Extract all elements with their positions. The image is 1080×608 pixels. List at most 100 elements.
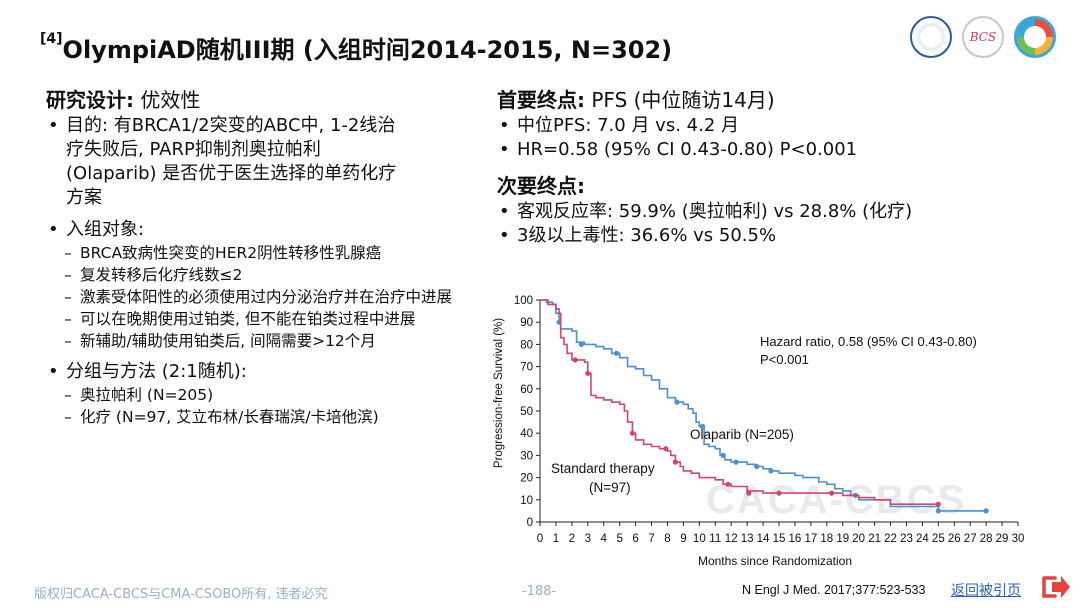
x-tick-label: 17 [804,533,817,545]
chart-series [540,299,989,514]
copyright-notice: 版权归CACA-CBCS与CMA-CSOBO所有, 违者必究 [34,587,328,602]
x-tick-label: 24 [916,533,929,545]
standard-therapy-censor-mark [935,501,941,507]
x-tick-label: 2 [569,533,575,545]
y-tick-label: 70 [520,362,533,374]
x-tick-label: 9 [680,533,686,545]
secondary-endpoint-heading: 次要终点: [497,174,585,198]
y-tick-label: 30 [520,450,533,462]
standard-series-label-n: (N=97) [589,480,631,495]
x-tick-label: 29 [996,533,1009,545]
x-tick-label: 7 [648,533,654,545]
y-tick-label: 40 [520,428,533,440]
y-tick-label: 80 [520,339,533,351]
olaparib-censor-mark [578,341,584,347]
y-tick-label: 100 [514,295,533,307]
population-bullet: 入组对象: [46,218,486,242]
slide-title: [4]OlympiAD随机III期 (入组时间2014-2015, N=302) [40,30,672,65]
population-item: BRCA致病性突变的HER2阴性转移性乳腺癌 [46,242,486,264]
x-axis-label: Months since Randomization [698,554,852,568]
x-tick-label: 16 [789,533,802,545]
arms-bullet: 分组与方法 (2:1随机): [46,360,486,384]
x-tick-label: 21 [868,533,881,545]
study-design-column: 研究设计: 优效性 目的: 有BRCA1/2突变的ABC中, 1-2线治 疗失败… [46,86,486,428]
bcs-logo: BCS [962,16,1004,58]
standard-therapy-censor-mark [746,490,752,496]
olaparib-censor-mark [768,468,774,474]
x-tick-label: 23 [900,533,913,545]
csobo-logo [1014,16,1056,58]
population-item: 可以在晚期使用过铂类, 但不能在铂类过程中进展 [46,308,486,330]
x-tick-label: 3 [585,533,591,545]
primary-endpoint-item: HR=0.58 (95% CI 0.43-0.80) P<0.001 [497,138,1067,162]
population-item: 复发转移后化疗线数≤2 [46,264,486,286]
endpoints-column: 首要终点: PFS (中位随访14月) 中位PFS: 7.0 月 vs. 4.2… [497,86,1067,248]
x-tick-label: 14 [757,533,770,545]
x-tick-label: 11 [709,533,721,545]
olaparib-series-label: Olaparib (N=205) [690,427,794,442]
x-tick-label: 28 [980,533,993,545]
x-tick-label: 27 [964,533,977,545]
title-text: OlympiAD随机III期 (入组时间2014-2015, N=302) [62,36,673,64]
primary-endpoint-item: 中位PFS: 7.0 月 vs. 4.2 月 [497,114,1067,138]
primary-endpoint-heading: 首要终点: PFS (中位随访14月) [497,88,775,112]
population-item: 新辅助/辅助使用铂类后, 间隔需要>12个月 [46,330,486,352]
x-tick-label: 20 [852,533,865,545]
x-tick-label: 1 [553,533,559,545]
olaparib-censor-mark [699,423,706,430]
x-tick-label: 10 [693,533,706,545]
back-to-citing-page-link[interactable]: 返回被引页 [951,583,1021,599]
standard-therapy-censor-mark [672,459,678,465]
olaparib-censor-mark [733,459,739,465]
y-tick-label: 50 [520,406,533,418]
y-tick-label: 0 [527,517,533,529]
y-tick-label: 20 [520,473,533,485]
olaparib-censor-mark [754,463,760,470]
olaparib-censor-mark [674,399,680,405]
y-tick-label: 90 [520,317,533,329]
standard-therapy-curve [540,299,939,505]
objective-bullet: 目的: 有BRCA1/2突变的ABC中, 1-2线治 疗失败后, PARP抑制剂… [46,114,486,210]
standard-therapy-censor-mark [572,357,578,363]
arm-item: 奥拉帕利 (N=205) [46,384,486,406]
x-tick-label: 15 [773,533,786,545]
standard-series-label: Standard therapy [551,461,655,476]
x-tick-label: 4 [601,533,608,545]
association-seal-logo [910,16,952,58]
olaparib-censor-mark [720,452,726,458]
x-tick-label: 19 [836,533,849,545]
x-tick-label: 26 [948,533,961,545]
standard-therapy-censor-mark [585,370,591,376]
x-tick-label: 0 [537,533,543,545]
standard-therapy-censor-mark [629,430,635,436]
x-tick-label: 22 [884,533,897,545]
x-tick-label: 8 [664,533,670,545]
hazard-ratio-annotation: Hazard ratio, 0.58 (95% CI 0.43-0.80) [760,334,977,349]
back-arrow-icon[interactable] [1040,572,1072,602]
citation-reference: N Engl J Med. 2017;377:523-533 [742,583,926,597]
standard-therapy-censor-mark [663,446,669,452]
olaparib-censor-mark [935,508,941,514]
x-tick-label: 12 [725,533,738,545]
study-design-heading: 研究设计: 优效性 [46,88,201,112]
x-tick-label: 25 [932,533,945,545]
title-reference: [4] [40,31,63,47]
standard-therapy-censor-mark [776,490,782,496]
y-tick-label: 60 [520,384,533,396]
secondary-endpoint-item: 客观反应率: 59.9% (奥拉帕利) vs 28.8% (化疗) [497,200,1067,224]
olaparib-censor-mark [983,508,989,514]
y-tick-label: 10 [520,495,533,507]
x-tick-label: 13 [741,533,754,545]
x-tick-label: 30 [1012,533,1025,545]
p-value-annotation: P<0.001 [760,352,809,367]
standard-therapy-censor-mark [725,481,731,487]
arm-item: 化疗 (N=97, 艾立布林/长春瑞滨/卡培他滨) [46,406,486,428]
logo-group: BCS [910,16,1056,58]
olaparib-censor-mark [613,350,620,356]
x-tick-label: 6 [632,533,638,545]
x-tick-label: 18 [820,533,833,545]
y-axis-label: Progression-free Survival (%) [493,318,505,468]
secondary-endpoint-item: 3级以上毒性: 36.6% vs 50.5% [497,224,1067,248]
